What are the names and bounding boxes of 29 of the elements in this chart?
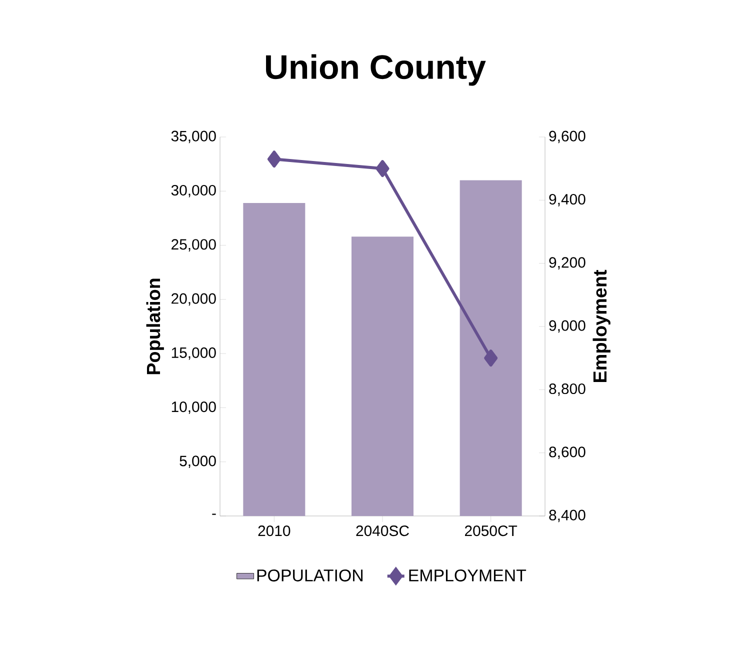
y-tick-label: 35,000 (171, 130, 216, 144)
y-tick-label: 30,000 (171, 184, 216, 198)
y2-tick-label: 9,600 (549, 130, 586, 144)
bar (352, 236, 414, 516)
y2-tick-label: 9,200 (549, 257, 586, 270)
bar (460, 180, 522, 516)
chart-title: Union County (266, 54, 486, 86)
y-tick-label: 15,000 (172, 347, 216, 360)
y2-tick-label: 8,600 (549, 446, 586, 459)
x-tick-label: 2050CT (465, 526, 518, 536)
legend-label: EMPLOYMENT (409, 569, 526, 582)
x-tick-label: 2010 (258, 526, 290, 536)
x-tick-label: 2040SC (356, 526, 409, 536)
y2-tick-label: 9,000 (549, 320, 586, 333)
y2-tick-label: 8,800 (549, 383, 586, 396)
y2-axis-title: Employment (592, 270, 610, 382)
point (484, 350, 498, 367)
y2-tick-label: 8,400 (549, 510, 586, 522)
bar (243, 203, 306, 516)
point (267, 150, 281, 168)
y-tick-label: 10,000 (172, 402, 216, 414)
y-tick-label: 25,000 (172, 239, 216, 252)
y2-tick-label: 9,400 (549, 194, 586, 206)
legend-label: POPULATION (257, 569, 363, 582)
y-tick-label: - (212, 514, 216, 515)
y-axis-title: Population (146, 278, 164, 374)
point (376, 160, 390, 178)
y-tick-label: 20,000 (172, 293, 216, 306)
y-tick-label: 5,000 (180, 456, 216, 468)
